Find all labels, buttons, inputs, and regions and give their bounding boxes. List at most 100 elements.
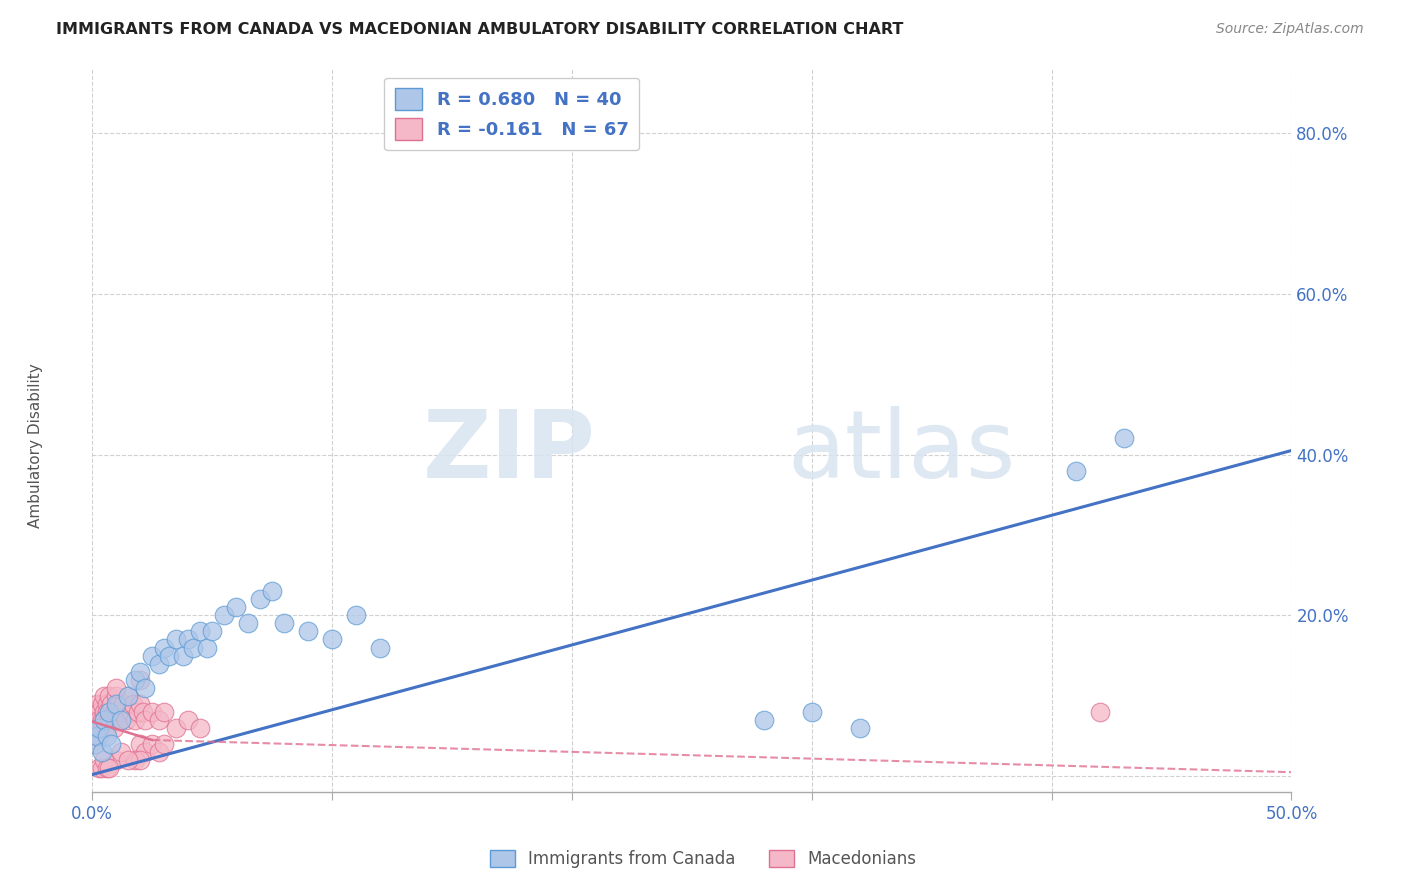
Point bbox=[93, 753, 115, 767]
Point bbox=[129, 737, 152, 751]
Point bbox=[86, 721, 108, 735]
Point bbox=[148, 713, 170, 727]
Point bbox=[90, 761, 112, 775]
Point bbox=[93, 705, 115, 719]
Point bbox=[134, 681, 156, 695]
Point bbox=[262, 584, 284, 599]
Point bbox=[114, 713, 136, 727]
Point bbox=[83, 721, 105, 735]
Point bbox=[141, 705, 163, 719]
Text: Source: ZipAtlas.com: Source: ZipAtlas.com bbox=[1216, 22, 1364, 37]
Legend: Immigrants from Canada, Macedonians: Immigrants from Canada, Macedonians bbox=[484, 843, 922, 875]
Point bbox=[86, 729, 108, 743]
Point bbox=[177, 632, 200, 647]
Point bbox=[129, 665, 152, 679]
Point bbox=[134, 713, 156, 727]
Point bbox=[89, 721, 111, 735]
Point bbox=[124, 753, 146, 767]
Point bbox=[89, 729, 111, 743]
Point bbox=[165, 721, 187, 735]
Point bbox=[96, 729, 118, 743]
Point bbox=[90, 697, 112, 711]
Point bbox=[89, 721, 111, 735]
Point bbox=[96, 721, 118, 735]
Point bbox=[188, 721, 211, 735]
Point bbox=[89, 761, 111, 775]
Point bbox=[96, 761, 118, 775]
Point bbox=[105, 689, 128, 703]
Point bbox=[848, 721, 870, 735]
Point bbox=[225, 600, 247, 615]
Point bbox=[157, 648, 180, 663]
Point bbox=[100, 737, 122, 751]
Point bbox=[321, 632, 343, 647]
Point bbox=[110, 745, 132, 759]
Point bbox=[273, 616, 295, 631]
Point bbox=[89, 705, 111, 719]
Point bbox=[236, 616, 259, 631]
Point bbox=[153, 640, 176, 655]
Point bbox=[112, 697, 135, 711]
Point bbox=[117, 753, 139, 767]
Point bbox=[1112, 432, 1135, 446]
Point bbox=[131, 705, 153, 719]
Point bbox=[153, 737, 176, 751]
Point bbox=[368, 640, 391, 655]
Point bbox=[249, 592, 271, 607]
Point bbox=[83, 705, 105, 719]
Point bbox=[1064, 464, 1087, 478]
Point bbox=[129, 753, 152, 767]
Point bbox=[172, 648, 194, 663]
Point bbox=[141, 648, 163, 663]
Point bbox=[96, 705, 118, 719]
Point bbox=[93, 689, 115, 703]
Point bbox=[90, 721, 112, 735]
Point bbox=[98, 713, 121, 727]
Point bbox=[103, 705, 125, 719]
Point bbox=[201, 624, 224, 639]
Point bbox=[124, 673, 146, 687]
Point bbox=[117, 689, 139, 703]
Point bbox=[86, 713, 108, 727]
Point bbox=[107, 697, 129, 711]
Point bbox=[177, 713, 200, 727]
Point bbox=[212, 608, 235, 623]
Point bbox=[752, 713, 775, 727]
Point bbox=[86, 729, 108, 743]
Point bbox=[148, 657, 170, 671]
Point bbox=[98, 761, 121, 775]
Point bbox=[124, 713, 146, 727]
Point bbox=[90, 713, 112, 727]
Text: atlas: atlas bbox=[787, 406, 1017, 498]
Point bbox=[100, 713, 122, 727]
Point bbox=[98, 705, 121, 719]
Point bbox=[100, 697, 122, 711]
Point bbox=[165, 632, 187, 647]
Point bbox=[117, 689, 139, 703]
Text: Ambulatory Disability: Ambulatory Disability bbox=[28, 364, 42, 528]
Point bbox=[93, 713, 115, 727]
Point bbox=[800, 705, 823, 719]
Point bbox=[134, 745, 156, 759]
Point bbox=[93, 713, 115, 727]
Text: IMMIGRANTS FROM CANADA VS MACEDONIAN AMBULATORY DISABILITY CORRELATION CHART: IMMIGRANTS FROM CANADA VS MACEDONIAN AMB… bbox=[56, 22, 904, 37]
Point bbox=[129, 673, 152, 687]
Point bbox=[96, 697, 118, 711]
Text: ZIP: ZIP bbox=[423, 406, 596, 498]
Legend: R = 0.680   N = 40, R = -0.161   N = 67: R = 0.680 N = 40, R = -0.161 N = 67 bbox=[384, 78, 640, 151]
Point bbox=[129, 697, 152, 711]
Point bbox=[103, 721, 125, 735]
Point bbox=[98, 705, 121, 719]
Point bbox=[110, 705, 132, 719]
Point bbox=[1088, 705, 1111, 719]
Point bbox=[297, 624, 319, 639]
Point bbox=[110, 713, 132, 727]
Point bbox=[122, 697, 145, 711]
Point bbox=[83, 737, 105, 751]
Point bbox=[120, 705, 142, 719]
Point bbox=[105, 753, 128, 767]
Point bbox=[83, 729, 105, 743]
Point bbox=[90, 745, 112, 759]
Point bbox=[195, 640, 218, 655]
Point bbox=[98, 689, 121, 703]
